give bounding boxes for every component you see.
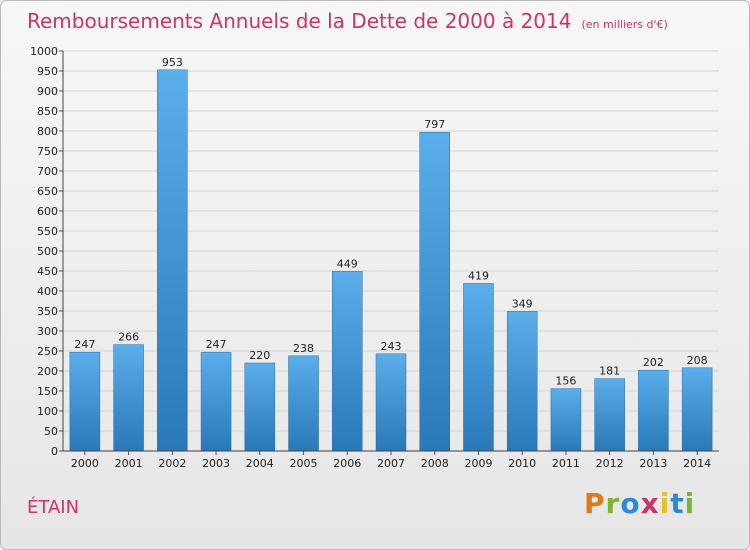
y-tick-label: 350 bbox=[37, 305, 58, 318]
y-tick-label: 50 bbox=[44, 425, 58, 438]
y-tick-label: 1000 bbox=[30, 45, 58, 58]
x-tick-label: 2012 bbox=[596, 457, 624, 470]
bar-2002 bbox=[157, 69, 188, 452]
logo-letter: P bbox=[584, 487, 606, 520]
y-tick-label: 0 bbox=[51, 445, 58, 458]
data-label-2004: 220 bbox=[249, 349, 270, 362]
y-tick-label: 200 bbox=[37, 365, 58, 378]
data-label-2003: 247 bbox=[206, 338, 227, 351]
bar-2014 bbox=[681, 367, 713, 452]
y-tick-label: 550 bbox=[37, 225, 58, 238]
x-tick-label: 2013 bbox=[639, 457, 667, 470]
data-label-2005: 238 bbox=[293, 342, 314, 355]
bars: 247 266 953 247 220 238 449 243 797 419 349 156 181 2… bbox=[69, 56, 713, 452]
data-label-2010: 349 bbox=[512, 297, 533, 310]
data-label-2009: 419 bbox=[468, 269, 489, 282]
y-tick-label: 650 bbox=[37, 185, 58, 198]
y-tick-label: 400 bbox=[37, 285, 58, 298]
data-label-2007: 243 bbox=[381, 340, 402, 353]
x-tick-label: 2008 bbox=[421, 457, 449, 470]
bar-2003 bbox=[200, 351, 232, 452]
x-tick-label: 2002 bbox=[158, 457, 186, 470]
bar-2005 bbox=[288, 355, 319, 452]
logo-letter: o bbox=[620, 487, 641, 520]
x-tick-label: 2007 bbox=[377, 457, 405, 470]
logo-letter: t bbox=[670, 487, 685, 520]
y-tick-label: 100 bbox=[37, 405, 58, 418]
data-label-2001: 266 bbox=[118, 331, 139, 344]
proxiti-logo[interactable]: Proxiti bbox=[584, 487, 695, 520]
logo-letter: i bbox=[684, 487, 696, 520]
data-label-2008: 797 bbox=[424, 118, 445, 131]
y-tick-label: 850 bbox=[37, 105, 58, 118]
x-tick-label: 2005 bbox=[290, 457, 318, 470]
bar-2009 bbox=[463, 283, 494, 452]
x-tick-label: 2014 bbox=[683, 457, 711, 470]
x-axis-ticks: 2000 2001 2002 2003 2004 2005 2006 2007 2008 2009… bbox=[71, 451, 711, 470]
y-tick-label: 450 bbox=[37, 265, 58, 278]
bar-2007 bbox=[375, 353, 407, 452]
bar-2012 bbox=[594, 378, 625, 452]
data-label-2006: 449 bbox=[337, 257, 358, 270]
bar-2008 bbox=[419, 131, 450, 452]
bar-2010 bbox=[506, 311, 538, 452]
data-label-2000: 247 bbox=[74, 338, 95, 351]
x-tick-label: 2009 bbox=[464, 457, 492, 470]
y-tick-label: 800 bbox=[37, 125, 58, 138]
x-tick-label: 2006 bbox=[333, 457, 361, 470]
data-label-2002: 953 bbox=[162, 56, 183, 69]
x-tick-label: 2003 bbox=[202, 457, 230, 470]
y-tick-label: 250 bbox=[37, 345, 58, 358]
y-tick-label: 900 bbox=[37, 85, 58, 98]
x-tick-label: 2011 bbox=[552, 457, 580, 470]
chart-title: Remboursements Annuels de la Dette de 20… bbox=[27, 9, 668, 33]
x-tick-label: 2000 bbox=[71, 457, 99, 470]
bar-2006 bbox=[332, 271, 363, 452]
data-label-2011: 156 bbox=[555, 375, 576, 388]
town-name: ÉTAIN bbox=[27, 497, 80, 518]
y-tick-label: 500 bbox=[37, 245, 58, 258]
data-label-2013: 202 bbox=[643, 356, 664, 369]
y-tick-label: 750 bbox=[37, 145, 58, 158]
data-label-2014: 208 bbox=[687, 354, 708, 367]
y-tick-label: 700 bbox=[37, 165, 58, 178]
bar-2011 bbox=[550, 388, 582, 452]
y-tick-label: 600 bbox=[37, 205, 58, 218]
chart-subtitle: (en milliers d'€) bbox=[581, 18, 668, 31]
bar-2004 bbox=[244, 362, 276, 452]
y-axis-ticks: 0 50 100 150 200 250 300 350 400 450 500 550 600 650 7… bbox=[30, 45, 63, 458]
logo-letter: x bbox=[640, 487, 660, 520]
bar-chart: 0 50 100 150 200 250 300 350 400 450 500 550 600 650 7… bbox=[30, 45, 719, 470]
y-tick-label: 300 bbox=[37, 325, 58, 338]
x-tick-label: 2001 bbox=[115, 457, 143, 470]
x-tick-label: 2010 bbox=[508, 457, 536, 470]
y-tick-label: 150 bbox=[37, 385, 58, 398]
logo-letter: i bbox=[659, 487, 671, 520]
bar-2001 bbox=[113, 344, 144, 452]
bar-2000 bbox=[69, 351, 101, 452]
y-tick-label: 950 bbox=[37, 65, 58, 78]
bar-2013 bbox=[638, 369, 669, 452]
logo-letter: r bbox=[605, 487, 621, 520]
data-label-2012: 181 bbox=[599, 365, 620, 378]
x-tick-label: 2004 bbox=[246, 457, 274, 470]
